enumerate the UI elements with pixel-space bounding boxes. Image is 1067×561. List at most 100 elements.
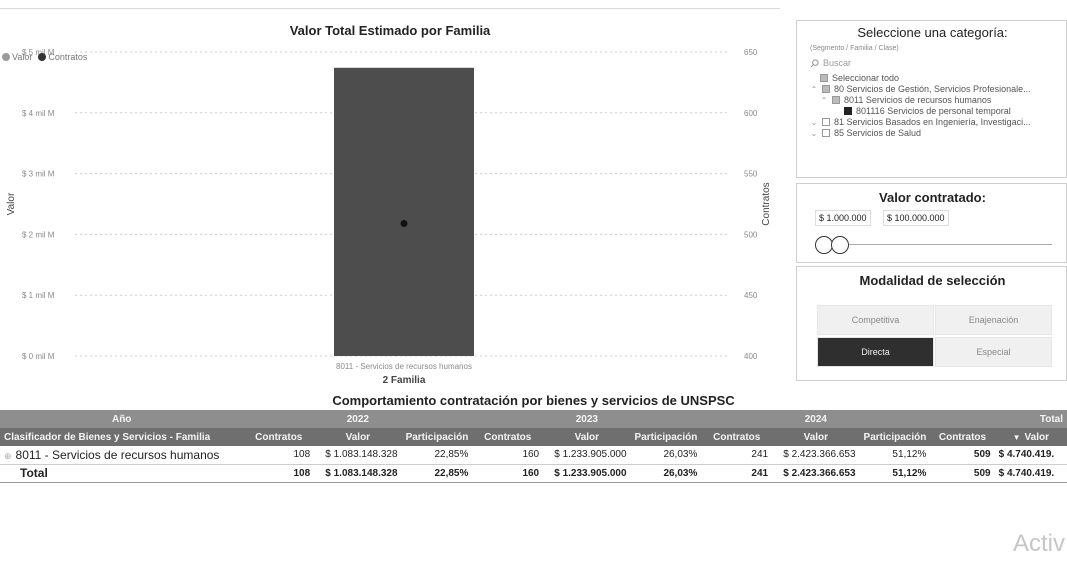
category-item[interactable]: 801116 Servicios de personal temporal xyxy=(834,106,1011,116)
col-valor-2024[interactable]: Valor xyxy=(772,428,860,446)
cell-participacion-2022: 22,85% xyxy=(401,446,473,465)
legend-item-valor[interactable]: Valor xyxy=(2,52,32,62)
year-2023-header[interactable]: 2023 xyxy=(472,410,702,428)
y-tick-label: $ 0 mil M xyxy=(22,352,55,361)
cell-participacion-2023: 26,03% xyxy=(630,446,702,465)
checkbox[interactable] xyxy=(822,118,830,126)
top-divider xyxy=(0,8,780,9)
y2-tick-label: 450 xyxy=(744,291,758,300)
expand-icon[interactable]: ⊕ xyxy=(4,450,12,461)
year-2022-header[interactable]: 2022 xyxy=(243,410,473,428)
sort-desc-icon: ▼ xyxy=(1012,432,1021,442)
y2-tick-label: 500 xyxy=(744,230,758,239)
unspsc-matrix-table: Año 2022 2023 2024 Total Clasificador de… xyxy=(0,410,1067,483)
cell-contratos-2024: 241 xyxy=(701,464,773,483)
y2-tick-label: 600 xyxy=(744,109,758,118)
y2-tick-label: 400 xyxy=(744,352,758,361)
category-item[interactable]: ⌄ 81 Servicios Basados en Ingeniería, Inv… xyxy=(810,117,1031,127)
chevron-down-icon[interactable]: ⌄ xyxy=(810,117,818,127)
y-axis-title: Valor xyxy=(6,192,17,215)
chart-legend[interactable]: Valor Contratos xyxy=(2,52,87,62)
table-row[interactable]: ⊕ 8011 - Servicios de recursos humanos 10… xyxy=(0,446,1067,465)
category-item[interactable]: ⌃ 8011 Servicios de recursos humanos xyxy=(820,95,992,105)
year-header: Año xyxy=(0,410,244,428)
modalidad-enajenacion-button[interactable]: Enajenación xyxy=(935,305,1052,335)
y-tick-label: $ 3 mil M xyxy=(22,170,55,179)
chart-canvas: $ 0 mil M 400 $ 1 mil M 450 $ 2 mil M 500 $ 3 … xyxy=(6,48,772,386)
point-contratos xyxy=(400,219,408,227)
category-slicer: Seleccione una categoría: (Segmento / Fa… xyxy=(796,20,1067,178)
category-item[interactable]: ⌃ 80 Servicios de Gestión, Servicios Prof… xyxy=(810,84,1031,94)
category-item[interactable]: ⌄ 85 Servicios de Salud xyxy=(810,128,921,138)
cell-valor-total: $ 4.740.419. xyxy=(994,446,1067,465)
activation-watermark: Activ xyxy=(1013,530,1066,557)
cell-valor-2024: $ 2.423.366.653 xyxy=(772,464,860,483)
col-valor-2023[interactable]: Valor xyxy=(543,428,631,446)
category-slicer-subtitle: (Segmento / Familia / Clase) xyxy=(810,45,899,52)
y2-tick-label: 650 xyxy=(744,48,758,57)
year-total-header[interactable]: Total xyxy=(930,410,1067,428)
modalidad-slicer: Modalidad de selección Competitiva Enaje… xyxy=(796,266,1067,381)
col-participacion-2024[interactable]: Participación xyxy=(859,428,931,446)
category-search[interactable]: Buscar xyxy=(810,58,851,68)
y-tick-label: $ 4 mil M xyxy=(22,109,55,118)
col-contratos-2024[interactable]: Contratos xyxy=(701,428,773,446)
category-slicer-title: Seleccione una categoría: xyxy=(857,25,1008,40)
y-tick-label: $ 2 mil M xyxy=(22,230,55,239)
y-tick-label: $ 5 mil M xyxy=(22,48,55,57)
valor-max-input[interactable]: $ 100.000.000 xyxy=(883,210,949,226)
checkbox[interactable] xyxy=(844,107,852,115)
chevron-up-icon[interactable]: ⌃ xyxy=(810,84,818,94)
table-header-columns: Clasificador de Bienes y Servicios - Fam… xyxy=(0,428,1067,446)
table-title: Comportamiento contratación por bienes y… xyxy=(332,393,735,408)
cell-contratos-2022: 108 xyxy=(243,464,315,483)
modalidad-competitiva-button[interactable]: Competitiva xyxy=(817,305,934,335)
cell-contratos-2024: 241 xyxy=(701,446,773,465)
col-valor-2022[interactable]: Valor xyxy=(314,428,402,446)
category-item-label: 81 Servicios Basados en Ingeniería, Inve… xyxy=(834,117,1031,127)
cell-contratos-total: 509 xyxy=(930,446,995,465)
modalidad-title: Modalidad de selección xyxy=(859,273,1006,288)
cell-valor-total: $ 4.740.419. xyxy=(994,464,1067,483)
col-valor-total-label: Valor xyxy=(1024,431,1049,443)
valor-slider-track[interactable] xyxy=(817,244,1052,245)
valor-min-input[interactable]: $ 1.000.000 xyxy=(815,210,871,226)
modalidad-directa-button[interactable]: Directa xyxy=(817,337,934,367)
checkbox[interactable] xyxy=(832,96,840,104)
cell-valor-2023: $ 1.233.905.000 xyxy=(543,464,631,483)
y-tick-label: $ 1 mil M xyxy=(22,291,55,300)
row-label-text: 8011 - Servicios de recursos humanos xyxy=(15,447,220,462)
valor-slider-max-handle[interactable] xyxy=(831,236,849,254)
cell-participacion-2022: 22,85% xyxy=(401,464,473,483)
search-icon xyxy=(810,58,819,67)
cell-participacion-2023: 26,03% xyxy=(630,464,702,483)
legend-item-contratos[interactable]: Contratos xyxy=(38,52,87,62)
category-item[interactable]: Seleccionar todo xyxy=(810,73,899,83)
checkbox[interactable] xyxy=(820,74,828,82)
row-label: ⊕ 8011 - Servicios de recursos humanos xyxy=(0,446,244,465)
col-participacion-2023[interactable]: Participación xyxy=(630,428,702,446)
chevron-down-icon[interactable]: ⌄ xyxy=(810,128,818,138)
checkbox[interactable] xyxy=(822,129,830,137)
checkbox[interactable] xyxy=(822,85,830,93)
category-item-label: 85 Servicios de Salud xyxy=(834,128,922,138)
cell-contratos-2023: 160 xyxy=(472,446,544,465)
col-contratos-2022[interactable]: Contratos xyxy=(243,428,315,446)
modalidad-especial-button[interactable]: Especial xyxy=(935,337,1052,367)
category-item-label: 80 Servicios de Gestión, Servicios Profe… xyxy=(834,84,1031,94)
search-input[interactable]: Buscar xyxy=(823,58,852,68)
table-header-years: Año 2022 2023 2024 Total xyxy=(0,410,1067,428)
chart-title: Valor Total Estimado por Familia xyxy=(289,23,491,38)
col-contratos-total[interactable]: Contratos xyxy=(930,428,995,446)
year-2024-header[interactable]: 2024 xyxy=(701,410,931,428)
category-item-label: 8011 Servicios de recursos humanos xyxy=(844,95,992,105)
valor-total-chart: $ 0 mil M 400 $ 1 mil M 450 $ 2 mil M 500 $ 3 … xyxy=(0,20,780,392)
col-participacion-2022[interactable]: Participación xyxy=(401,428,473,446)
col-valor-total[interactable]: ▼ Valor xyxy=(994,428,1067,446)
chevron-up-icon[interactable]: ⌃ xyxy=(820,95,828,105)
row-header[interactable]: Clasificador de Bienes y Servicios - Fam… xyxy=(0,428,244,446)
cell-valor-2022: $ 1.083.148.328 xyxy=(314,464,402,483)
x-axis-title: 2 Familia xyxy=(383,375,426,386)
col-contratos-2023[interactable]: Contratos xyxy=(472,428,544,446)
total-label: Total xyxy=(0,464,244,483)
